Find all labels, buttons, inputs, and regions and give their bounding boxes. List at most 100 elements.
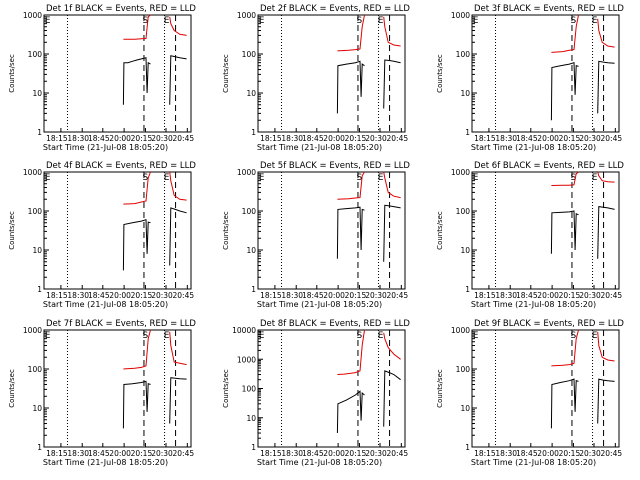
- series-line-red: [123, 171, 187, 205]
- x-tick-label: 20:30: [151, 134, 173, 143]
- x-tick-label: 20:30: [579, 291, 601, 300]
- event-marker-s: S: [356, 331, 362, 341]
- y-tick-label: 10000: [232, 326, 256, 335]
- x-tick-label: 20:00: [109, 134, 131, 143]
- series-line-black: [122, 207, 187, 271]
- y-tick-label: 1000: [23, 11, 42, 20]
- event-marker-e: E: [45, 331, 51, 341]
- chart-title: Det 7f BLACK = Events, RED = LLD: [46, 319, 196, 329]
- chart-title: Det 1f BLACK = Events, RED = LLD: [46, 4, 196, 14]
- y-tick-label: 1: [37, 285, 42, 294]
- y-tick-label: 100: [456, 50, 471, 59]
- y-tick-label: 100: [456, 207, 471, 216]
- x-tick-label: 20:00: [109, 291, 131, 300]
- series-line-red: [123, 14, 187, 40]
- y-tick-label: 100: [242, 50, 257, 59]
- event-marker-e: E: [378, 331, 384, 341]
- x-tick-label: 20:45: [173, 449, 195, 458]
- x-tick-label: 18:30: [281, 449, 303, 458]
- event-marker-e: E: [473, 173, 479, 183]
- y-tick-label: 1000: [23, 326, 42, 335]
- chart-title: Det 4f BLACK = Events, RED = LLD: [46, 161, 196, 171]
- chart-title: Det 8f BLACK = Events, RED = LLD: [260, 319, 410, 329]
- x-tick-label: 20:45: [387, 449, 409, 458]
- y-axis-label: Counts/sec: [436, 211, 444, 250]
- x-tick-label: 20:30: [365, 291, 387, 300]
- series-line-red: [551, 14, 615, 53]
- x-tick-label: 18:45: [302, 134, 324, 143]
- x-tick-label: 20:30: [365, 134, 387, 143]
- plot-frame: [43, 14, 192, 133]
- y-tick-label: 1000: [23, 168, 42, 177]
- y-tick-label: 1: [251, 443, 256, 452]
- series-line-black: [550, 60, 615, 121]
- y-tick-label: 1: [251, 128, 256, 137]
- x-tick-label: 18:45: [516, 134, 538, 143]
- x-tick-label: 20:00: [537, 134, 559, 143]
- x-tick-label: 20:45: [387, 134, 409, 143]
- y-axis-label: Counts/sec: [436, 369, 444, 408]
- x-tick-label: 18:45: [302, 449, 324, 458]
- x-tick-label: 20:15: [345, 134, 367, 143]
- x-axis-label: Start Time (21-Jul-08 18:05:20): [471, 143, 596, 152]
- chart-title: Det 5f BLACK = Events, RED = LLD: [260, 161, 410, 171]
- series-line-red: [337, 14, 401, 52]
- y-tick-label: 10: [246, 89, 256, 98]
- event-marker-e: E: [592, 331, 598, 341]
- y-tick-label: 10: [460, 246, 470, 255]
- x-tick-label: 18:15: [260, 291, 282, 300]
- x-tick-label: 20:15: [131, 449, 153, 458]
- x-tick-label: 18:45: [516, 291, 538, 300]
- chart-panel-9: Det 9f BLACK = Events, RED = LLD 1 10 100 10…: [436, 319, 624, 467]
- y-tick-label: 1000: [451, 11, 470, 20]
- event-marker-e: E: [45, 16, 51, 26]
- y-axis-label: Counts/sec: [222, 369, 230, 408]
- y-axis-label: Counts/sec: [8, 211, 16, 250]
- x-axis-label: Start Time (21-Jul-08 18:05:20): [257, 300, 382, 309]
- y-tick-label: 1: [37, 128, 42, 137]
- x-tick-label: 20:45: [601, 134, 623, 143]
- x-tick-label: 20:15: [345, 449, 367, 458]
- x-tick-label: 18:15: [474, 291, 496, 300]
- event-marker-e: E: [473, 331, 479, 341]
- series-line-black: [550, 206, 615, 259]
- y-tick-label: 1: [465, 443, 470, 452]
- x-tick-label: 18:15: [46, 134, 68, 143]
- y-tick-label: 100: [28, 50, 43, 59]
- y-tick-label: 10: [246, 414, 256, 423]
- x-tick-label: 18:15: [260, 134, 282, 143]
- x-tick-label: 18:30: [281, 291, 303, 300]
- plot-frame: [257, 171, 406, 290]
- y-axis-label: Counts/sec: [222, 54, 230, 93]
- x-tick-label: 18:15: [46, 449, 68, 458]
- x-tick-label: 18:30: [495, 291, 517, 300]
- y-tick-label: 1: [465, 128, 470, 137]
- chart-panel-1: Det 1f BLACK = Events, RED = LLD 1 10 100 10…: [8, 4, 196, 152]
- series-line-red: [123, 329, 187, 370]
- x-tick-label: 18:15: [474, 134, 496, 143]
- event-marker-e: E: [473, 16, 479, 26]
- y-axis-label: Counts/sec: [222, 211, 230, 250]
- y-tick-label: 100: [242, 385, 257, 394]
- x-tick-label: 18:45: [516, 449, 538, 458]
- chart-title: Det 3f BLACK = Events, RED = LLD: [474, 4, 624, 14]
- event-marker-s: S: [142, 331, 148, 341]
- event-marker-s: S: [142, 16, 148, 26]
- event-marker-e: E: [45, 173, 51, 183]
- chart-panel-2: Det 2f BLACK = Events, RED = LLD 1 10 100 10…: [222, 4, 410, 152]
- series-line-black: [336, 204, 401, 262]
- y-axis-label: Counts/sec: [436, 54, 444, 93]
- event-marker-e: E: [164, 16, 170, 26]
- x-tick-label: 18:30: [495, 449, 517, 458]
- x-tick-label: 20:30: [151, 449, 173, 458]
- plot-frame: [471, 329, 620, 448]
- event-marker-e: E: [378, 16, 384, 26]
- x-axis-label: Start Time (21-Jul-08 18:05:20): [43, 458, 168, 467]
- x-tick-label: 20:45: [173, 291, 195, 300]
- plot-frame: [257, 14, 406, 133]
- y-tick-label: 10: [32, 89, 42, 98]
- x-tick-label: 20:15: [345, 291, 367, 300]
- x-tick-label: 18:15: [474, 449, 496, 458]
- x-tick-label: 18:30: [281, 134, 303, 143]
